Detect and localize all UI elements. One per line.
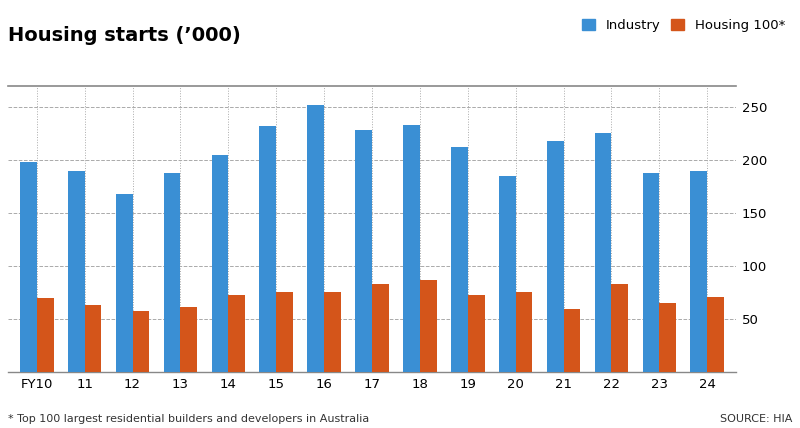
Bar <box>611 284 628 372</box>
Bar <box>324 291 341 372</box>
Bar <box>690 171 707 372</box>
Bar <box>707 297 724 372</box>
Text: * Top 100 largest residential builders and developers in Australia: * Top 100 largest residential builders a… <box>8 414 370 424</box>
Bar <box>594 134 611 372</box>
Bar <box>228 295 245 372</box>
Bar <box>133 311 150 372</box>
Bar <box>211 155 228 372</box>
Bar <box>563 309 580 372</box>
Bar <box>420 280 437 372</box>
Bar <box>307 105 324 372</box>
Bar <box>276 291 293 372</box>
Text: Housing starts (’000): Housing starts (’000) <box>8 26 241 45</box>
Bar <box>164 172 181 372</box>
Bar <box>355 130 372 372</box>
Bar <box>37 298 54 372</box>
Bar <box>642 172 659 372</box>
Bar <box>68 171 85 372</box>
Legend: Industry, Housing 100*: Industry, Housing 100* <box>582 19 786 33</box>
Bar <box>85 306 102 372</box>
Bar <box>451 147 468 372</box>
Bar <box>499 176 516 372</box>
Bar <box>20 162 37 372</box>
Bar <box>372 284 389 372</box>
Bar <box>259 126 276 372</box>
Bar <box>468 295 485 372</box>
Bar <box>403 125 420 372</box>
Bar <box>181 306 197 372</box>
Bar <box>659 303 676 372</box>
Bar <box>516 291 533 372</box>
Text: SOURCE: HIA: SOURCE: HIA <box>720 414 792 424</box>
Bar <box>116 194 133 372</box>
Bar <box>547 141 563 372</box>
